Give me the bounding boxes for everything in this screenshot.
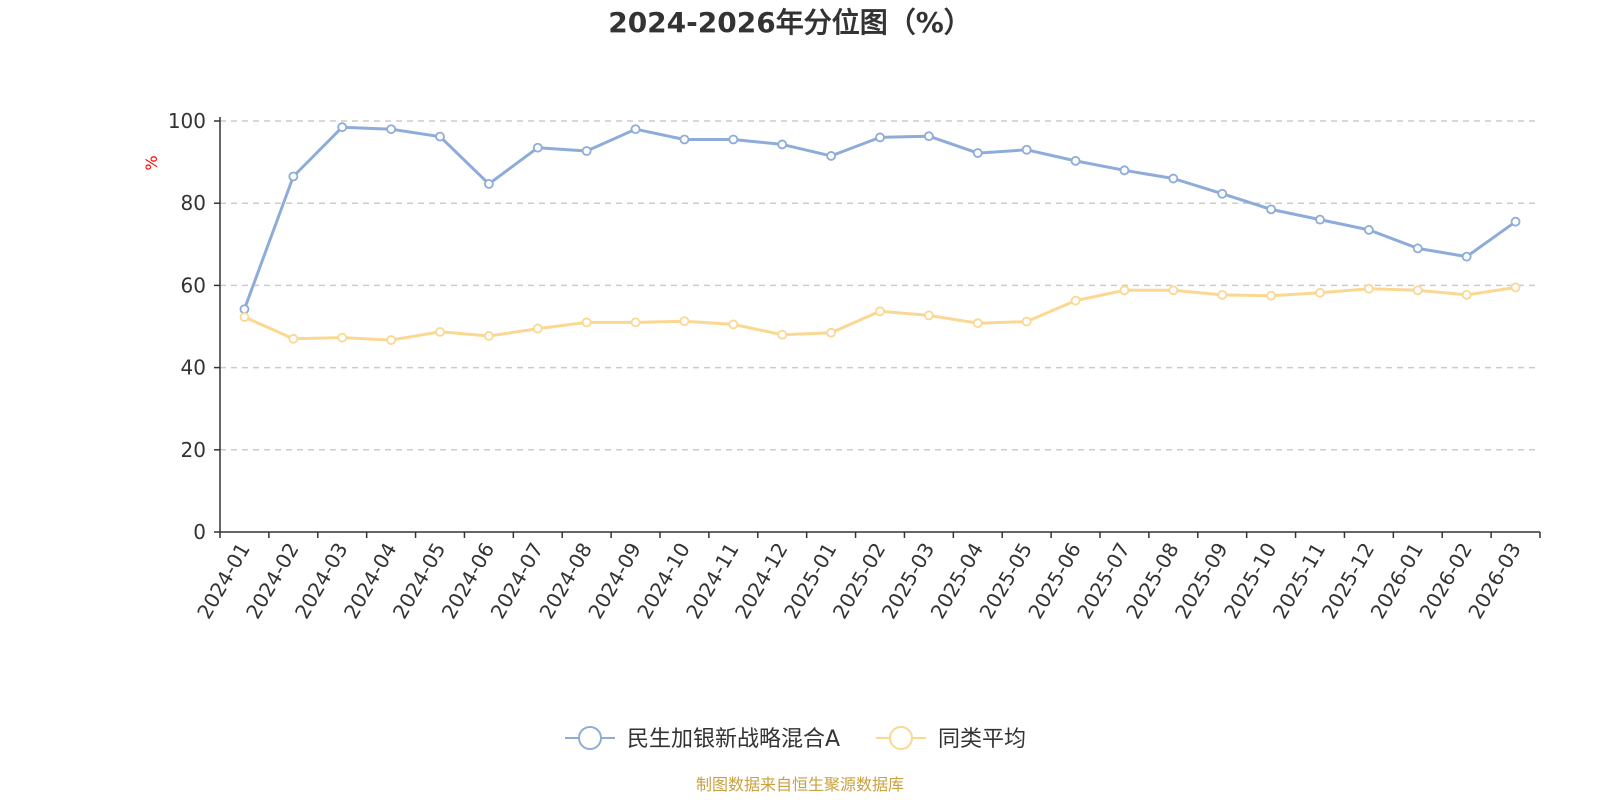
data-point <box>1266 290 1277 301</box>
data-point <box>483 178 494 189</box>
data-point <box>679 134 690 145</box>
data-point <box>728 134 739 145</box>
data-point <box>1510 216 1521 227</box>
data-point <box>435 326 445 337</box>
data-point <box>1119 285 1130 296</box>
data-point <box>1363 225 1374 235</box>
data-point <box>728 319 739 330</box>
data-point <box>532 142 543 153</box>
data-point <box>337 122 348 133</box>
data-point <box>1119 165 1130 176</box>
legend-label: 同类平均 <box>938 727 1026 752</box>
data-point <box>630 317 641 328</box>
legend[interactable]: 民生加银新战略混合A 同类平均 <box>565 726 1026 752</box>
data-point <box>386 335 397 345</box>
data-point <box>1510 282 1521 293</box>
legend-marker <box>578 726 602 750</box>
data-point <box>972 148 983 158</box>
data-point <box>1315 287 1325 298</box>
data-point <box>239 304 250 315</box>
data-point <box>679 316 690 327</box>
legend-item-1[interactable]: 民生加银新战略混合A <box>565 726 840 752</box>
data-point <box>1412 243 1423 254</box>
series-1 <box>239 122 1521 315</box>
legend-item-2[interactable]: 同类平均 <box>876 726 1026 752</box>
data-point <box>288 333 299 344</box>
y-tick-label: 20 <box>181 438 206 462</box>
data-point <box>1461 289 1472 300</box>
data-point <box>1217 289 1228 300</box>
series-2 <box>239 282 1521 345</box>
data-point <box>1070 295 1081 306</box>
y-tick-label: 40 <box>181 356 206 380</box>
series-line <box>242 125 1517 310</box>
data-point <box>288 171 299 182</box>
series-group <box>239 122 1521 345</box>
y-tick-label: 60 <box>181 273 206 297</box>
data-point <box>1021 144 1032 155</box>
y-tick-label: 0 <box>193 520 206 544</box>
data-point <box>777 329 788 340</box>
legend-label: 民生加银新战略混合A <box>627 727 840 752</box>
data-point <box>1363 283 1374 294</box>
data-source-note: 制图数据来自恒生聚源数据库 <box>696 775 904 794</box>
data-point <box>386 124 397 135</box>
axes <box>214 117 1541 538</box>
data-point <box>1461 251 1472 262</box>
data-point <box>1266 204 1277 215</box>
chart-title: 2024-2026年分位图（%） <box>608 6 972 39</box>
data-point <box>1217 188 1228 199</box>
data-point <box>1070 155 1081 166</box>
legend-marker <box>889 726 913 750</box>
data-point <box>581 317 592 328</box>
data-point <box>435 131 445 142</box>
data-point <box>1168 173 1179 184</box>
data-point <box>337 332 348 343</box>
data-point <box>239 312 250 322</box>
data-point <box>875 132 885 143</box>
data-point <box>1412 285 1423 296</box>
data-point <box>826 327 837 338</box>
y-tick-label: 80 <box>181 191 206 215</box>
data-point <box>1315 214 1325 225</box>
data-point <box>826 151 837 161</box>
grid-lines <box>220 120 1540 451</box>
y-tick-labels: 0 20 40 60 80 100 <box>168 109 206 544</box>
data-point <box>972 318 983 329</box>
data-point <box>1168 285 1179 296</box>
data-point <box>923 131 934 142</box>
data-point <box>875 306 885 317</box>
data-point <box>777 139 788 150</box>
y-unit-label: % <box>142 155 161 170</box>
data-point <box>483 331 494 341</box>
data-point <box>923 310 934 321</box>
data-point <box>532 323 543 334</box>
data-point <box>630 124 641 135</box>
x-tick-labels: 2024-012024-022024-032024-042024-052024-… <box>192 539 1526 623</box>
data-point <box>1021 316 1032 327</box>
y-tick-label: 100 <box>168 109 206 133</box>
data-point <box>581 146 592 156</box>
